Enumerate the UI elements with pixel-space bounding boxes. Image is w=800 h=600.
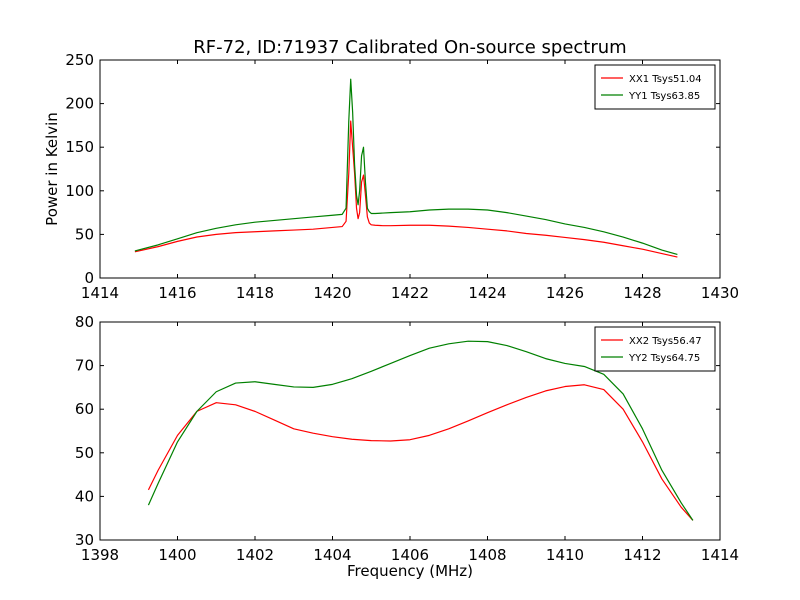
x-tick-label: 1426 xyxy=(546,284,584,302)
legend-label: YY1 Tsys63.85 xyxy=(628,91,700,102)
legend: XX1 Tsys51.04 YY1 Tsys63.85 xyxy=(594,64,716,110)
x-tick-label: 1402 xyxy=(236,546,274,564)
x-tick-label: 1414 xyxy=(701,546,739,564)
x-tick-label: 1412 xyxy=(623,546,661,564)
y-tick-label: 100 xyxy=(65,182,94,200)
chart-panel-2: 1398 1400 1402 1404 1406 1408 1410 1412 1414 30 40… xyxy=(75,313,739,580)
y-tick-label: 40 xyxy=(75,487,94,505)
x-tick-label: 1410 xyxy=(546,546,584,564)
y-tick-label: 0 xyxy=(84,269,94,287)
legend-label: XX1 Tsys51.04 xyxy=(629,74,702,85)
x-tick-label: 1422 xyxy=(391,284,429,302)
legend-label: XX2 Tsys56.47 xyxy=(629,336,702,347)
y-axis-label: Power in Kelvin xyxy=(43,112,61,226)
x-tick-label: 1430 xyxy=(701,284,739,302)
x-tick-label: 1400 xyxy=(158,546,196,564)
x-tick-label: 1416 xyxy=(158,284,196,302)
y-tick-label: 250 xyxy=(65,51,94,69)
x-tick-label: 1424 xyxy=(468,284,506,302)
y-tick-label: 200 xyxy=(65,95,94,113)
chart-panel-1: 1414 1416 1418 1420 1422 1424 1426 1428 1430 0 50 1… xyxy=(43,51,739,302)
x-tick-label: 1420 xyxy=(313,284,351,302)
y-tick-label: 50 xyxy=(75,444,94,462)
legend: XX2 Tsys56.47 YY2 Tsys64.75 xyxy=(594,326,716,372)
series-line-2 xyxy=(147,340,694,521)
x-axis-label: Frequency (MHz) xyxy=(347,562,473,580)
y-tick-label: 50 xyxy=(75,225,94,243)
x-tick-label: 1428 xyxy=(623,284,661,302)
x-tick-label: 1404 xyxy=(313,546,351,564)
y-tick-label: 70 xyxy=(75,357,94,375)
legend-label: YY2 Tsys64.75 xyxy=(628,353,700,364)
x-tick-label: 1398 xyxy=(81,546,119,564)
x-tick-label: 1414 xyxy=(81,284,119,302)
legend-box xyxy=(594,64,716,110)
legend-box xyxy=(594,326,716,372)
series-line-1 xyxy=(134,120,678,258)
series-line-1 xyxy=(147,384,694,521)
y-tick-label: 60 xyxy=(75,400,94,418)
panels: 1414 1416 1418 1420 1422 1424 1426 1428 14300501… xyxy=(43,51,739,580)
figure-title: RF-72, ID:71937 Calibrated On-source spe… xyxy=(193,37,626,58)
x-tick-label: 1418 xyxy=(236,284,274,302)
y-tick-label: 80 xyxy=(75,313,94,331)
series-line-2 xyxy=(134,78,678,256)
y-tick-label: 150 xyxy=(65,138,94,156)
x-tick-label: 1408 xyxy=(468,546,506,564)
x-tick-label: 1406 xyxy=(391,546,429,564)
y-tick-label: 30 xyxy=(75,531,94,549)
